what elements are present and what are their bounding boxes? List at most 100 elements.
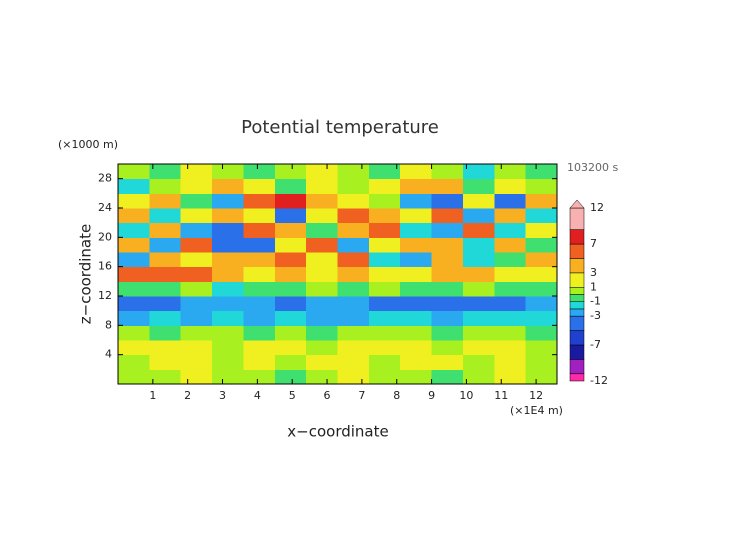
field-cell [368, 325, 401, 341]
field-cell [337, 296, 370, 312]
colorbar-box [569, 272, 585, 288]
field-cell [431, 266, 464, 282]
field-cell [243, 296, 276, 312]
field-cell [274, 369, 307, 385]
field-cell [180, 222, 213, 238]
field-cell [180, 266, 213, 282]
field-cell [337, 325, 370, 341]
field-cell [462, 252, 495, 268]
field-cell [400, 193, 433, 209]
field-cell [149, 222, 182, 238]
field-cell [431, 325, 464, 341]
colorbar-box [569, 359, 585, 375]
colorbar-box [569, 294, 585, 302]
colorbar-box [569, 315, 585, 331]
field-cell [462, 164, 495, 180]
y-tick-label: 4 [105, 348, 112, 361]
field-cell [149, 208, 182, 224]
x-tick-label: 4 [254, 389, 261, 402]
field-cell [431, 310, 464, 326]
field-cell [274, 237, 307, 253]
field-cell [462, 281, 495, 297]
field-cell [118, 325, 150, 341]
field-cell [337, 266, 370, 282]
field-cell [212, 252, 244, 268]
field-cell [368, 310, 401, 326]
field-cell [212, 340, 244, 356]
colorbar-label: -7 [590, 338, 601, 351]
field-cell [274, 164, 307, 180]
field-cell [337, 340, 370, 356]
y-tick-label: 16 [98, 260, 112, 273]
field-cell [368, 164, 401, 180]
field-cell [243, 164, 276, 180]
field-cell [118, 164, 150, 180]
field-cell [494, 222, 527, 238]
field-cell [494, 193, 527, 209]
field-cell [431, 340, 464, 356]
field-cell [180, 369, 213, 385]
field-cell [462, 325, 495, 341]
field-cell [525, 296, 558, 312]
field-cell [306, 252, 338, 268]
field-cell [431, 369, 464, 385]
field-cell [243, 310, 276, 326]
field-cell [306, 178, 338, 194]
field-cell [243, 222, 276, 238]
field-cell [274, 325, 307, 341]
field-cell [274, 310, 307, 326]
field-cell [494, 252, 527, 268]
field-cell [525, 325, 558, 341]
x-tick-label: 6 [324, 389, 331, 402]
field-cell [494, 354, 527, 370]
field-cell [337, 281, 370, 297]
field-cell [180, 208, 213, 224]
field-cell [118, 354, 150, 370]
field-cell [212, 325, 244, 341]
field-cell [306, 296, 338, 312]
field-cell [462, 354, 495, 370]
field-cell [337, 354, 370, 370]
field-cell [462, 266, 495, 282]
field-cell [462, 369, 495, 385]
field-cell [525, 281, 558, 297]
field-cell [368, 369, 401, 385]
colorbar-arrow [569, 199, 585, 209]
y-tick-label: 24 [98, 201, 112, 214]
field-cell [243, 325, 276, 341]
field-cell [368, 252, 401, 268]
field-cell [462, 310, 495, 326]
field-cell [462, 340, 495, 356]
field-cell [118, 178, 150, 194]
field-cell [494, 208, 527, 224]
y-axis-label: z−coordinate [77, 224, 95, 324]
field-cell [212, 296, 244, 312]
field-cell [400, 252, 433, 268]
field-cell [368, 222, 401, 238]
field-cell [306, 208, 338, 224]
field-cell [431, 164, 464, 180]
field-cell [212, 354, 244, 370]
field-cell [400, 369, 433, 385]
field-cell [525, 266, 558, 282]
field-cell [180, 252, 213, 268]
field-cell [180, 281, 213, 297]
field-cell [243, 193, 276, 209]
field-cell [118, 369, 150, 385]
colorbar-box [569, 301, 585, 310]
field-cell [274, 178, 307, 194]
colorbar-box [569, 344, 585, 360]
field-cell [306, 164, 338, 180]
colorbar-box [569, 258, 585, 274]
colorbar-label: 12 [590, 201, 604, 214]
field-cell [337, 222, 370, 238]
field-cell [337, 237, 370, 253]
field-cell [212, 208, 244, 224]
field-cell [118, 193, 150, 209]
field-cell [149, 237, 182, 253]
field-cell [337, 252, 370, 268]
colorbar-box [569, 243, 585, 259]
field-cell [462, 237, 495, 253]
time-label: 103200 s [567, 161, 618, 174]
field-cell [118, 340, 150, 356]
